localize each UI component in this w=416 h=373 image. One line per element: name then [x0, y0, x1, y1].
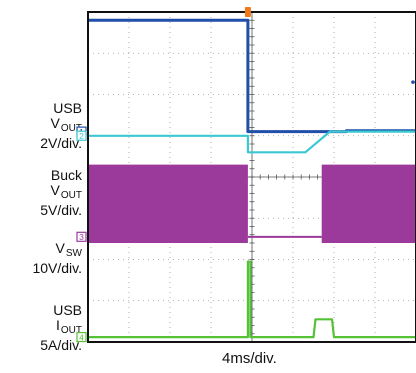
ch4-label-quantity: IOUT: [40, 318, 82, 338]
ch2-marker-box: [76, 130, 87, 141]
ch4-trace: [88, 260, 416, 339]
ch3-label-quantity-main: V: [55, 240, 65, 256]
ch3-switching-band: [321, 164, 416, 243]
timebase-label: 4ms/div.: [222, 350, 277, 367]
ch4-label: USB IOUT 5A/div.: [40, 303, 82, 353]
ch2-ground-marker: 2: [76, 130, 87, 141]
trigger-marker: [244, 7, 251, 17]
ch3-marker-box: [76, 231, 87, 242]
ch4-label-quantity-sub: OUT: [60, 325, 82, 336]
ch2-label-quantity-sub: OUT: [60, 190, 82, 201]
ch1-label: USB VOUT 2V/div.: [40, 101, 82, 151]
ch1-label-quantity-sub: OUT: [60, 123, 82, 134]
ch2-label-quantity: VOUT: [40, 183, 82, 203]
ch1-label-quantity-main: V: [50, 115, 60, 131]
ch2-label-name: Buck: [50, 167, 82, 183]
ch3-label-quantity-sub: SW: [65, 248, 82, 259]
ch2-label-quantity-main: V: [50, 182, 60, 198]
plot-frame: [87, 11, 416, 343]
ch4-label-quantity-main: I: [56, 317, 60, 333]
ch4-label-scale: 5A/div.: [40, 337, 82, 353]
ch4-marker-text: 4: [79, 332, 84, 342]
ch3-ground-marker: 3: [76, 231, 87, 242]
ch3-label-scale: 10V/div.: [32, 260, 82, 276]
ch3-label: VSW 10V/div.: [32, 241, 82, 276]
ch2-label: Buck VOUT 5V/div.: [40, 168, 82, 218]
ch1-label-scale: 2V/div.: [40, 135, 82, 151]
ch3-label-quantity: VSW: [32, 241, 82, 261]
ch2-marker-text: 2: [79, 131, 84, 141]
ch1-label-quantity: VOUT: [40, 116, 82, 136]
ch2-label-scale: 5V/div.: [40, 202, 82, 218]
ch4-label-name: USB: [53, 302, 82, 318]
ch2-trace: [88, 130, 416, 154]
ch4-marker-box: [76, 331, 87, 343]
ch4-ground-marker: 4: [76, 331, 87, 343]
ch3-switching-band: [88, 164, 248, 243]
ch1-label-name: USB: [53, 100, 82, 116]
ch1-offscreen-dot: [411, 80, 415, 84]
ch3-marker-text: 3: [79, 232, 84, 242]
